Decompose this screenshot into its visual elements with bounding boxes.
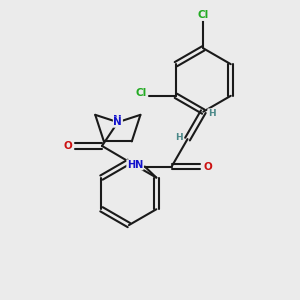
Text: HN: HN (127, 160, 143, 170)
Text: N: N (113, 115, 122, 124)
Text: O: O (203, 161, 212, 172)
Text: H: H (176, 133, 183, 142)
Text: Cl: Cl (198, 11, 209, 20)
Text: Cl: Cl (135, 88, 146, 98)
Text: H: H (208, 109, 215, 118)
Text: N: N (113, 117, 122, 127)
Text: O: O (63, 141, 72, 151)
